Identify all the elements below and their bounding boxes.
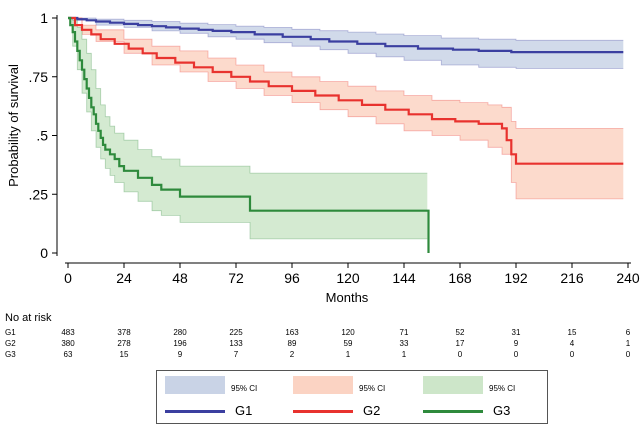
risk-row-g3: G3 63 15 9 7 2 1 1 0 0 0 0 xyxy=(0,350,644,362)
survival-chart: 0 .25 .5 .75 1 0 24 48 72 96 120 144 168 192 216 240 Mon… xyxy=(6,10,640,305)
legend-ci-swatch xyxy=(165,376,225,394)
risk-cell: 483 xyxy=(61,328,75,337)
risk-row-g1: G1 483 378 280 225 163 120 71 52 31 15 6 xyxy=(0,328,644,340)
risk-cell: 4 xyxy=(569,339,575,348)
risk-cell: 0 xyxy=(457,350,463,359)
risk-cell: 0 xyxy=(513,350,519,359)
legend-ci-swatch xyxy=(423,376,483,394)
risk-cell: 133 xyxy=(229,339,243,348)
y-tick-label: .25 xyxy=(29,186,49,202)
legend-line-swatch xyxy=(165,410,225,413)
curve-g3 xyxy=(68,16,430,253)
x-tick-label: 48 xyxy=(172,270,188,286)
x-tick-label: 120 xyxy=(336,270,360,286)
risk-cell: 163 xyxy=(285,328,299,337)
curve-g1 xyxy=(68,16,624,54)
legend-line-label: G2 xyxy=(363,403,381,418)
x-tick-label: 96 xyxy=(284,270,300,286)
risk-cell: 1 xyxy=(401,350,407,359)
ci-band-g3 xyxy=(68,18,428,239)
ci-lower-g1 xyxy=(68,17,624,69)
ci-lower-g3 xyxy=(68,17,428,240)
x-tick-label: 144 xyxy=(392,270,416,286)
legend-ci-label: 95% CI xyxy=(231,384,258,393)
risk-cell: 280 xyxy=(173,328,187,337)
risk-cell: 63 xyxy=(63,350,73,359)
risk-cell: 2 xyxy=(289,350,295,359)
axes: 0 .25 .5 .75 1 0 24 48 72 96 120 144 168 192 216 240 Mon… xyxy=(6,10,640,305)
legend-ci-label: 95% CI xyxy=(359,384,386,393)
risk-cell: 6 xyxy=(625,328,631,337)
legend-line-label: G1 xyxy=(235,403,253,418)
risk-cell: 33 xyxy=(399,339,409,348)
x-axis-label: Months xyxy=(326,290,369,305)
x-tick-label: 0 xyxy=(64,270,72,286)
x-tick-label: 72 xyxy=(228,270,244,286)
risk-cell: 59 xyxy=(343,339,353,348)
risk-row-group: G3 xyxy=(5,350,16,359)
risk-row-group: G2 xyxy=(5,339,16,348)
x-tick-label: 216 xyxy=(560,270,584,286)
risk-cell: 9 xyxy=(177,350,183,359)
risk-cell: 120 xyxy=(341,328,355,337)
y-axis-label: Probability of survival xyxy=(6,64,21,187)
risk-cell: 15 xyxy=(119,350,129,359)
ci-upper-g3 xyxy=(68,17,428,174)
risk-cell: 89 xyxy=(287,339,297,348)
risk-cell: 71 xyxy=(399,328,409,337)
risk-cell: 31 xyxy=(511,328,521,337)
risk-cell: 380 xyxy=(61,339,75,348)
risk-table-title: No at risk xyxy=(5,312,52,324)
legend-line-swatch xyxy=(293,410,353,413)
risk-cell: 278 xyxy=(117,339,131,348)
risk-cell: 1 xyxy=(345,350,351,359)
x-tick-label: 24 xyxy=(116,270,132,286)
legend-ci-label: 95% CI xyxy=(489,384,516,393)
risk-cell: 0 xyxy=(625,350,631,359)
y-tick-label: 0 xyxy=(40,245,48,261)
x-tick-label: 240 xyxy=(616,270,640,286)
risk-cell: 225 xyxy=(229,328,243,337)
legend-ci-swatch xyxy=(293,376,353,394)
x-tick-label: 168 xyxy=(448,270,472,286)
risk-cell: 0 xyxy=(569,350,575,359)
y-tick-label: .5 xyxy=(36,128,48,144)
ci-upper-g1 xyxy=(68,17,624,41)
chart-legend: 95% CI G1 95% CI G2 95% CI G3 xyxy=(156,370,548,424)
ci-band-g2 xyxy=(68,18,624,199)
legend-line-label: G3 xyxy=(493,403,511,418)
survival-curves xyxy=(68,16,624,253)
risk-cell: 7 xyxy=(233,350,239,359)
risk-cell: 9 xyxy=(513,339,519,348)
risk-table: No at risk G1 483 378 280 225 163 120 71 52 31 15 6… xyxy=(0,312,644,372)
risk-cell: 196 xyxy=(173,339,187,348)
y-tick-label: .75 xyxy=(29,69,49,85)
risk-cell: 52 xyxy=(455,328,465,337)
y-tick-label: 1 xyxy=(40,10,48,26)
risk-cell: 15 xyxy=(567,328,577,337)
risk-cell: 17 xyxy=(455,339,465,348)
risk-row-group: G1 xyxy=(5,328,16,337)
x-tick-label: 192 xyxy=(504,270,528,286)
ci-upper-g2 xyxy=(68,17,624,129)
legend-line-swatch xyxy=(423,410,483,413)
risk-cell: 1 xyxy=(625,339,631,348)
ci-lower-g2 xyxy=(68,17,624,200)
risk-cell: 378 xyxy=(117,328,131,337)
curve-g2 xyxy=(68,16,624,165)
risk-row-g2: G2 380 278 196 133 89 59 33 17 9 4 1 xyxy=(0,339,644,351)
